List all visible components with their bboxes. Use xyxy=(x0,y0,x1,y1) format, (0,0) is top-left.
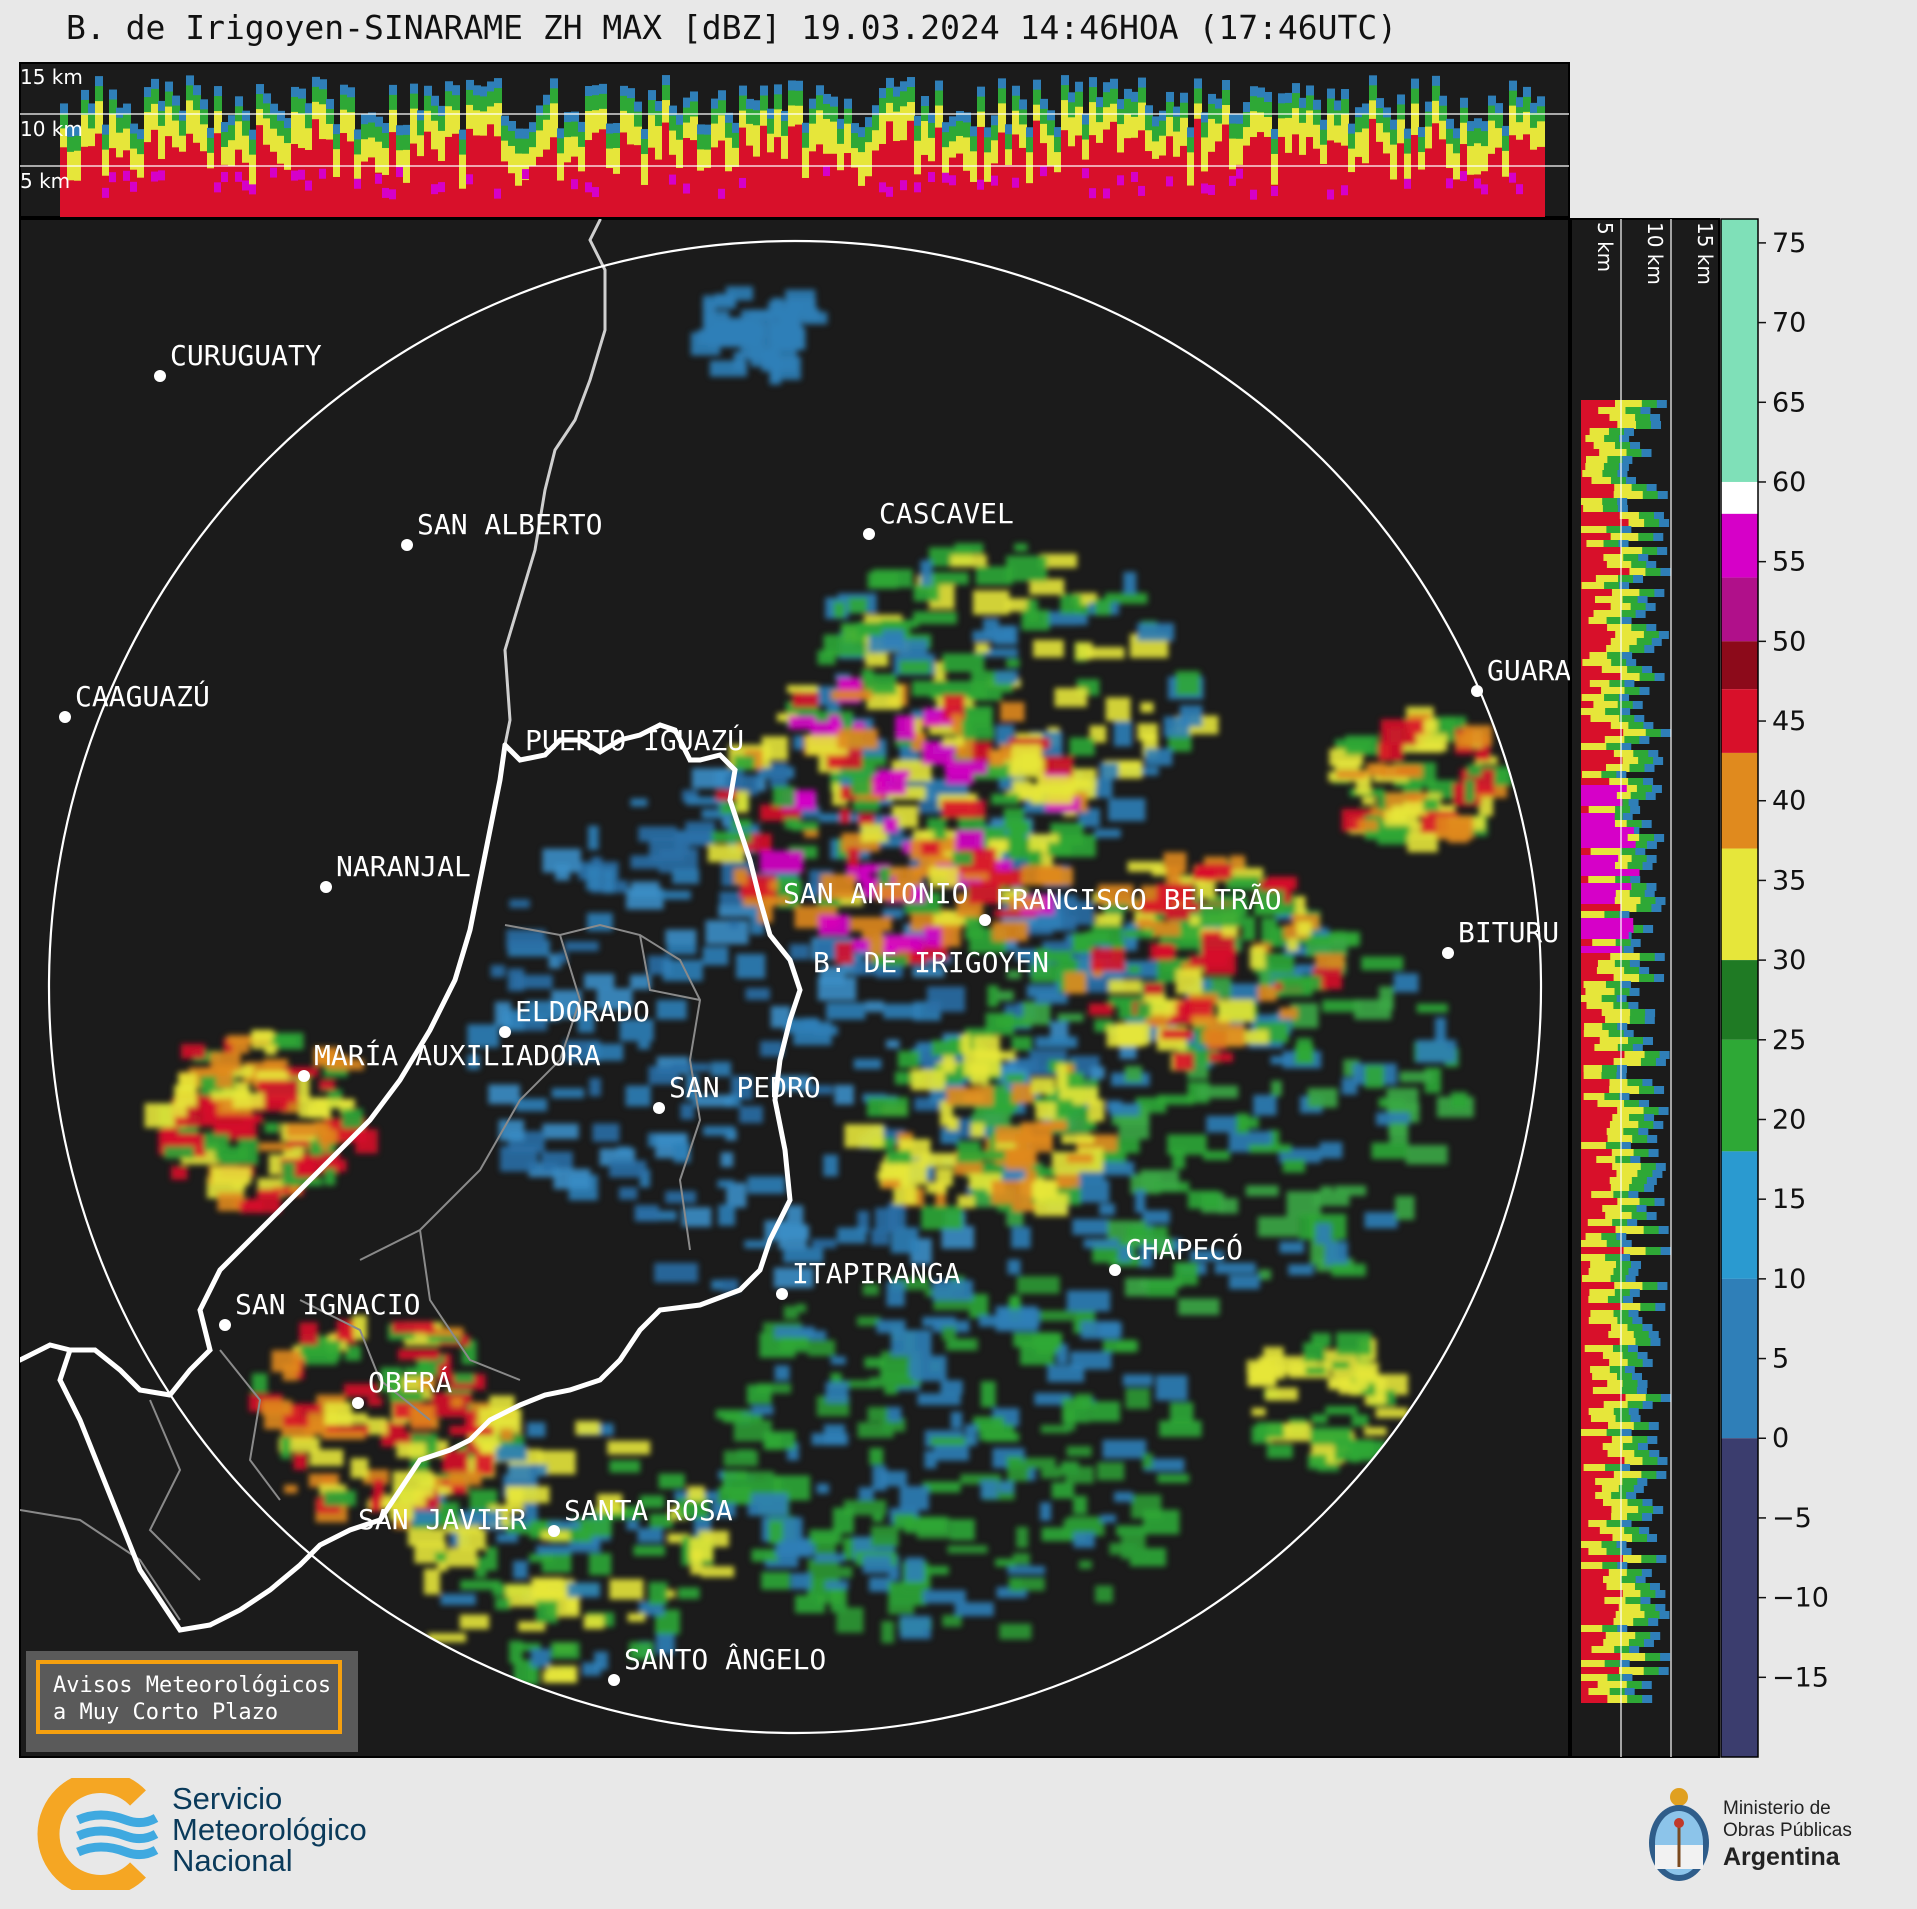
colorbar-tick-label: 15 xyxy=(1772,1184,1806,1215)
city-francisco-beltrao: FRANCISCO BELTRÃO xyxy=(979,883,1282,926)
reflectivity-echoes xyxy=(144,286,1513,1685)
colorbar-tick-label: −5 xyxy=(1772,1503,1812,1534)
city-bituru: BITURU xyxy=(1442,916,1559,959)
city-san-alberto: SAN ALBERTO xyxy=(401,508,602,551)
top-label-10km: 10 km xyxy=(20,117,83,141)
side-label-15km: 15 km xyxy=(1693,222,1717,285)
map-title: B. de Irigoyen-SINARAME ZH MAX [dBZ] 19.… xyxy=(66,8,1398,47)
argentina-seal-icon xyxy=(1649,1788,1709,1881)
svg-text:B. DE IRIGOYEN: B. DE IRIGOYEN xyxy=(813,946,1049,979)
svg-text:CHAPECÓ: CHAPECÓ xyxy=(1125,1232,1243,1266)
svg-text:MARÍA AUXILIADORA: MARÍA AUXILIADORA xyxy=(314,1038,601,1072)
avisos-button[interactable]: Avisos Meteorológicos a Muy Corto Plazo xyxy=(36,1660,342,1734)
colorbar xyxy=(1721,219,1758,1757)
city-eldorado: ELDORADO xyxy=(499,995,650,1038)
smn-logo-text: Servicio Meteorológico Nacional xyxy=(172,1783,367,1876)
svg-text:CAAGUAZÚ: CAAGUAZÚ xyxy=(75,679,210,713)
city-san-ignacio: SAN IGNACIO xyxy=(219,1288,420,1331)
city-naranjal: NARANJAL xyxy=(320,850,471,893)
ministry-logo-text: Ministerio de Obras Públicas Argentina xyxy=(1723,1798,1852,1872)
top-label-15km: 15 km xyxy=(20,65,83,89)
svg-text:SAN ANTONIO: SAN ANTONIO xyxy=(783,877,968,910)
svg-text:SANTA ROSA: SANTA ROSA xyxy=(564,1494,733,1527)
international-borders xyxy=(20,219,803,1633)
smn-line2: Meteorológico xyxy=(172,1812,367,1847)
svg-text:SAN JAVIER: SAN JAVIER xyxy=(358,1503,527,1536)
colorbar-tick-label: 55 xyxy=(1772,547,1806,578)
city-chapeco: CHAPECÓ xyxy=(1109,1232,1243,1276)
svg-text:SAN PEDRO: SAN PEDRO xyxy=(669,1071,821,1104)
colorbar-tick-label: 40 xyxy=(1772,786,1806,817)
colorbar-tick-label: 35 xyxy=(1772,865,1806,896)
city-san-javier: SAN JAVIER xyxy=(358,1503,527,1536)
city-santo-angelo: SANTO ÂNGELO xyxy=(608,1642,826,1686)
svg-text:FRANCISCO BELTRÃO: FRANCISCO BELTRÃO xyxy=(995,883,1282,916)
colorbar-tick-label: 25 xyxy=(1772,1025,1806,1056)
colorbar-frame xyxy=(1720,218,1759,1758)
svg-text:PUERTO IGUAZÚ: PUERTO IGUAZÚ xyxy=(525,723,744,757)
colorbar-tick-label: 65 xyxy=(1772,387,1806,418)
svg-text:CASCAVEL: CASCAVEL xyxy=(879,497,1014,530)
colorbar-tick-label: 45 xyxy=(1772,706,1806,737)
top-cross-section-echo xyxy=(60,75,1545,217)
svg-text:CURUGUATY: CURUGUATY xyxy=(170,339,322,372)
colorbar-tick-label: 60 xyxy=(1772,467,1806,498)
ministry-line3: Argentina xyxy=(1723,1843,1840,1871)
city-maria-auxiliadora: MARÍA AUXILIADORA xyxy=(298,1038,601,1082)
colorbar-tick-label: 70 xyxy=(1772,308,1806,339)
smn-line1: Servicio xyxy=(172,1781,283,1816)
svg-text:SAN IGNACIO: SAN IGNACIO xyxy=(235,1288,420,1321)
radar-range-ring xyxy=(47,239,1543,1735)
colorbar-tick-label: 50 xyxy=(1772,626,1806,657)
city-cascavel: CASCAVEL xyxy=(863,497,1014,540)
colorbar-tick-label: 75 xyxy=(1772,228,1806,259)
svg-text:BITURU: BITURU xyxy=(1458,916,1559,949)
city-curuguaty: CURUGUATY xyxy=(154,339,322,382)
ministry-line1: Ministerio de xyxy=(1723,1798,1831,1819)
svg-text:ITAPIRANGA: ITAPIRANGA xyxy=(792,1257,961,1290)
colorbar-tick-label: 20 xyxy=(1772,1104,1806,1135)
colorbar-tick-label: −10 xyxy=(1772,1583,1829,1614)
smn-line3: Nacional xyxy=(172,1843,293,1878)
ministry-line2: Obras Públicas xyxy=(1723,1820,1852,1841)
city-b-de-irigoyen: B. DE IRIGOYEN xyxy=(813,946,1049,979)
side-label-10km: 10 km xyxy=(1643,222,1667,285)
city-puerto-iguazu: PUERTO IGUAZÚ xyxy=(525,723,744,757)
colorbar-tick-label: −15 xyxy=(1772,1662,1829,1693)
svg-text:OBERÁ: OBERÁ xyxy=(368,1365,452,1399)
colorbar-tick-label: 0 xyxy=(1772,1423,1789,1454)
svg-text:SAN ALBERTO: SAN ALBERTO xyxy=(417,508,602,541)
city-markers: CURUGUATY SAN ALBERTO CASCAVEL CAAGUAZÚ … xyxy=(59,339,1571,1686)
top-label-5km: 5 km xyxy=(20,169,70,193)
side-cross-section-echo xyxy=(1581,400,1671,1703)
svg-text:SANTO ÂNGELO: SANTO ÂNGELO xyxy=(624,1642,826,1676)
city-guara: GUARA xyxy=(1471,654,1571,697)
avisos-box-background xyxy=(26,1651,358,1752)
smn-logo-icon xyxy=(37,1778,159,1890)
svg-text:GUARA: GUARA xyxy=(1487,654,1571,687)
colorbar-tick-label: 30 xyxy=(1772,945,1806,976)
colorbar-tick-label: 10 xyxy=(1772,1264,1806,1295)
side-label-5km: 5 km xyxy=(1593,222,1617,272)
department-borders xyxy=(20,923,702,1621)
svg-text:ELDORADO: ELDORADO xyxy=(515,995,650,1028)
city-caaguazu: CAAGUAZÚ xyxy=(59,679,210,723)
city-san-pedro: SAN PEDRO xyxy=(653,1071,821,1114)
city-obera: OBERÁ xyxy=(352,1365,452,1409)
avisos-line1: Avisos Meteorológicos xyxy=(53,1673,332,1698)
city-san-antonio: SAN ANTONIO xyxy=(783,877,968,910)
colorbar-tick-label: 5 xyxy=(1772,1344,1789,1375)
city-itapiranga: ITAPIRANGA xyxy=(776,1257,961,1300)
city-santa-rosa: SANTA ROSA xyxy=(548,1494,733,1537)
svg-text:NARANJAL: NARANJAL xyxy=(336,850,471,883)
avisos-line2: a Muy Corto Plazo xyxy=(53,1700,279,1725)
